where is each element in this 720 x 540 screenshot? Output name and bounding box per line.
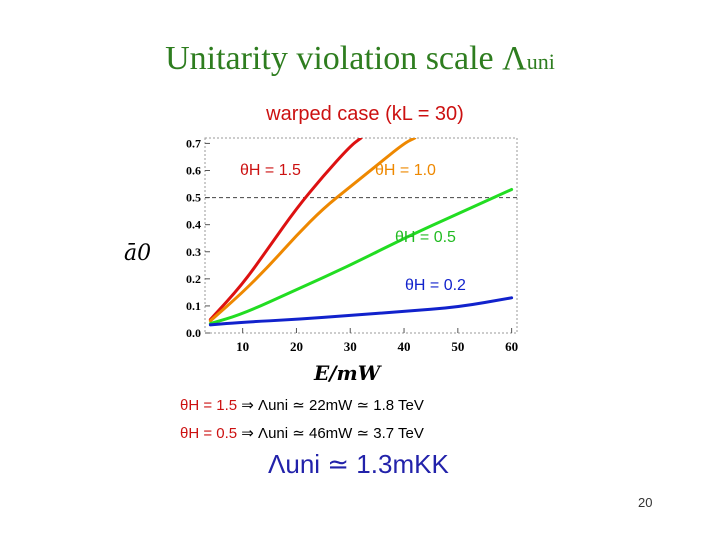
page-number: 20	[638, 495, 653, 510]
x-tick-label: 30	[344, 339, 357, 354]
y-tick-label: 0.5	[186, 191, 201, 205]
y-tick-label: 0.2	[186, 272, 201, 286]
title-subscript: uni	[526, 49, 555, 74]
x-tick-label: 60	[505, 339, 518, 354]
y-tick-label: 0.0	[186, 326, 201, 340]
result-2-theta: θH = 0.5	[180, 425, 238, 442]
y-axis: 0.0 0.1 0.2 0.3 0.4 0.5 0.6 0.7	[186, 136, 210, 340]
y-tick-label: 0.4	[186, 218, 201, 232]
series-label-4: θH = 0.2	[405, 277, 466, 294]
x-tick-label: 50	[451, 339, 464, 354]
result-line-2: θH = 0.5 ⇒ Λuni ≃ 46mW ≃ 3.7 TeV	[180, 424, 424, 442]
result-line-1: θH = 1.5 ⇒ Λuni ≃ 22mW ≃ 1.8 TeV	[180, 396, 424, 414]
x-tick-label: 40	[398, 339, 411, 354]
slide-title-text: Unitarity violation scale	[165, 40, 503, 77]
series-label-3: θH = 0.5	[395, 229, 456, 246]
result-1-value: Λuni ≃ 22mW ≃ 1.8 TeV	[258, 397, 424, 414]
series-label-1: θH = 1.5	[240, 162, 301, 179]
y-tick-label: 0.6	[186, 164, 201, 178]
x-tick-label: 20	[290, 339, 303, 354]
result-1-arrow: ⇒	[241, 397, 254, 414]
x-axis-label: E/mW	[313, 361, 383, 385]
slide-title: Unitarity violation scale Λuni	[0, 40, 720, 78]
y-tick-label: 0.1	[186, 299, 201, 313]
y-axis-label: ā0	[124, 241, 151, 266]
series-group	[208, 138, 514, 327]
result-1-theta: θH = 1.5	[180, 397, 238, 414]
series-label-2: θH = 1.0	[375, 162, 436, 179]
y-tick-label: 0.3	[186, 245, 201, 259]
x-tick-label: 10	[236, 339, 249, 354]
series-line-2	[208, 138, 417, 323]
lambda-mkk-equation: Λuni ≃ 1.3mKK	[268, 449, 449, 479]
series-line-1	[208, 138, 363, 321]
series-line-3	[208, 187, 514, 326]
lambda-symbol: Λ	[502, 40, 527, 77]
series-line-4	[208, 296, 514, 327]
y-tick-label: 0.7	[186, 136, 201, 150]
x-axis: 10 20 30 40 50 60	[236, 328, 518, 354]
chart-title: warped case (kL = 30)	[265, 103, 464, 125]
result-2-value: Λuni ≃ 46mW ≃ 3.7 TeV	[258, 425, 424, 442]
chart: warped case (kL = 30) 0.0 0.1 0.2 0.3 0.4 0.5…	[124, 103, 518, 385]
result-2-arrow: ⇒	[241, 425, 254, 442]
